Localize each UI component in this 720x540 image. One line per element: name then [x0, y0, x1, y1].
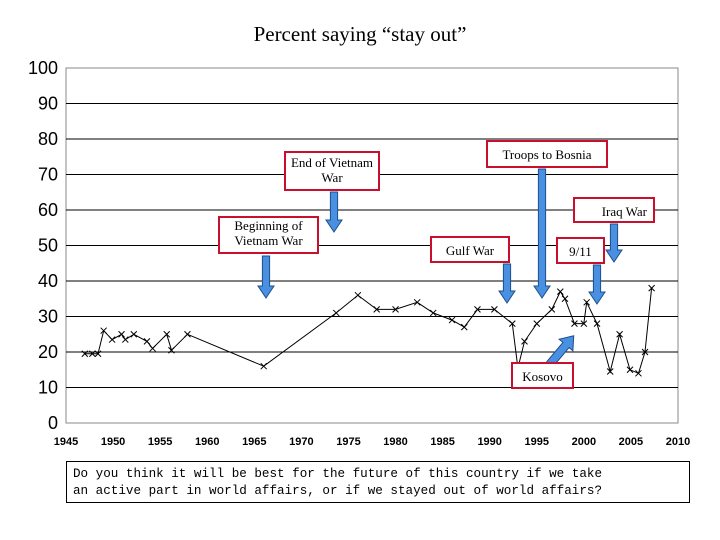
data-point [474, 306, 481, 313]
y-tick-label: 100 [28, 58, 58, 78]
arrow-beginning-vietnam [257, 255, 275, 299]
y-tick-label: 10 [38, 378, 58, 398]
data-point [561, 295, 569, 303]
x-tick-label: 1945 [54, 436, 78, 448]
data-point [81, 350, 89, 358]
x-axis-ticks: 1945 1950 1955 1960 1965 1970 1975 1980 1985 1990… [54, 436, 690, 448]
data-point [593, 320, 601, 327]
data-point [108, 336, 116, 343]
data-point [583, 298, 591, 306]
data-point [332, 309, 340, 317]
y-tick-label: 80 [38, 129, 58, 149]
annotation-iraq-war: Iraq War [573, 197, 655, 223]
y-axis-ticks: 0 10 20 30 40 50 60 70 80 90 100 [28, 58, 58, 433]
x-tick-label: 1975 [336, 436, 360, 448]
data-point [121, 336, 129, 343]
x-tick-label: 1955 [148, 436, 172, 448]
arrow-end-vietnam [325, 191, 343, 233]
data-point [143, 337, 151, 345]
annotation-troops-bosnia: Troops to Bosnia [486, 140, 608, 168]
data-point [626, 366, 634, 374]
data-point [648, 284, 655, 292]
y-tick-label: 20 [38, 342, 58, 362]
data-point [392, 306, 399, 313]
data-point [373, 306, 381, 313]
data-point [89, 350, 96, 358]
annotation-end-vietnam: End of Vietnam War [284, 151, 380, 191]
data-point [163, 330, 171, 338]
data-point [118, 330, 125, 338]
arrow-troops-bosnia [533, 168, 551, 299]
x-tick-label: 1970 [289, 436, 313, 448]
data-point [635, 369, 642, 377]
annotation-kosovo: Kosovo [511, 362, 574, 389]
y-tick-label: 40 [38, 271, 58, 291]
data-point [616, 330, 623, 338]
data-point [130, 330, 138, 338]
x-tick-label: 2005 [619, 436, 643, 448]
y-tick-label: 70 [38, 165, 58, 185]
data-point [580, 320, 588, 327]
x-tick-label: 1960 [195, 436, 219, 448]
x-tick-label: 1980 [383, 436, 407, 448]
data-point [556, 288, 564, 296]
data-point [548, 306, 556, 313]
data-point [184, 330, 191, 338]
x-tick-label: 2010 [666, 436, 690, 448]
annotation-gulf-war: Gulf War [430, 236, 510, 263]
y-tick-label: 30 [38, 307, 58, 327]
data-point [168, 346, 175, 354]
x-tick-label: 1995 [525, 436, 549, 448]
data-point [260, 362, 268, 370]
data-point [460, 323, 468, 331]
data-point [571, 320, 578, 327]
arrow-gulf-war [498, 263, 516, 304]
annotation-beginning-vietnam: Beginning of Vietnam War [218, 216, 319, 254]
x-tick-label: 1950 [101, 436, 125, 448]
data-point [100, 327, 108, 335]
data-point [521, 337, 528, 345]
x-tick-label: 1965 [242, 436, 266, 448]
y-tick-label: 0 [48, 413, 58, 433]
annotation-9-11: 9/11 [556, 237, 605, 264]
data-markers [81, 284, 655, 377]
data-point [448, 316, 456, 324]
data-point [149, 345, 156, 352]
annotation-arrows [257, 168, 623, 372]
y-tick-label: 60 [38, 200, 58, 220]
data-point [606, 368, 614, 375]
y-tick-label: 50 [38, 236, 58, 256]
data-point [94, 350, 102, 358]
data-point [533, 320, 541, 327]
arrow-iraq-war [605, 223, 623, 263]
data-point [429, 309, 437, 317]
arrow-9-11 [588, 264, 606, 305]
chart-title: Percent saying “stay out” [253, 22, 467, 46]
x-tick-label: 1990 [477, 436, 501, 448]
x-tick-label: 2000 [572, 436, 596, 448]
data-point [641, 348, 649, 356]
survey-question: Do you think it will be best for the fut… [66, 461, 690, 503]
data-point [508, 320, 516, 327]
y-tick-label: 90 [38, 94, 58, 114]
data-point [491, 306, 498, 313]
x-tick-label: 1985 [430, 436, 454, 448]
data-point [354, 291, 362, 299]
data-point [413, 298, 421, 306]
